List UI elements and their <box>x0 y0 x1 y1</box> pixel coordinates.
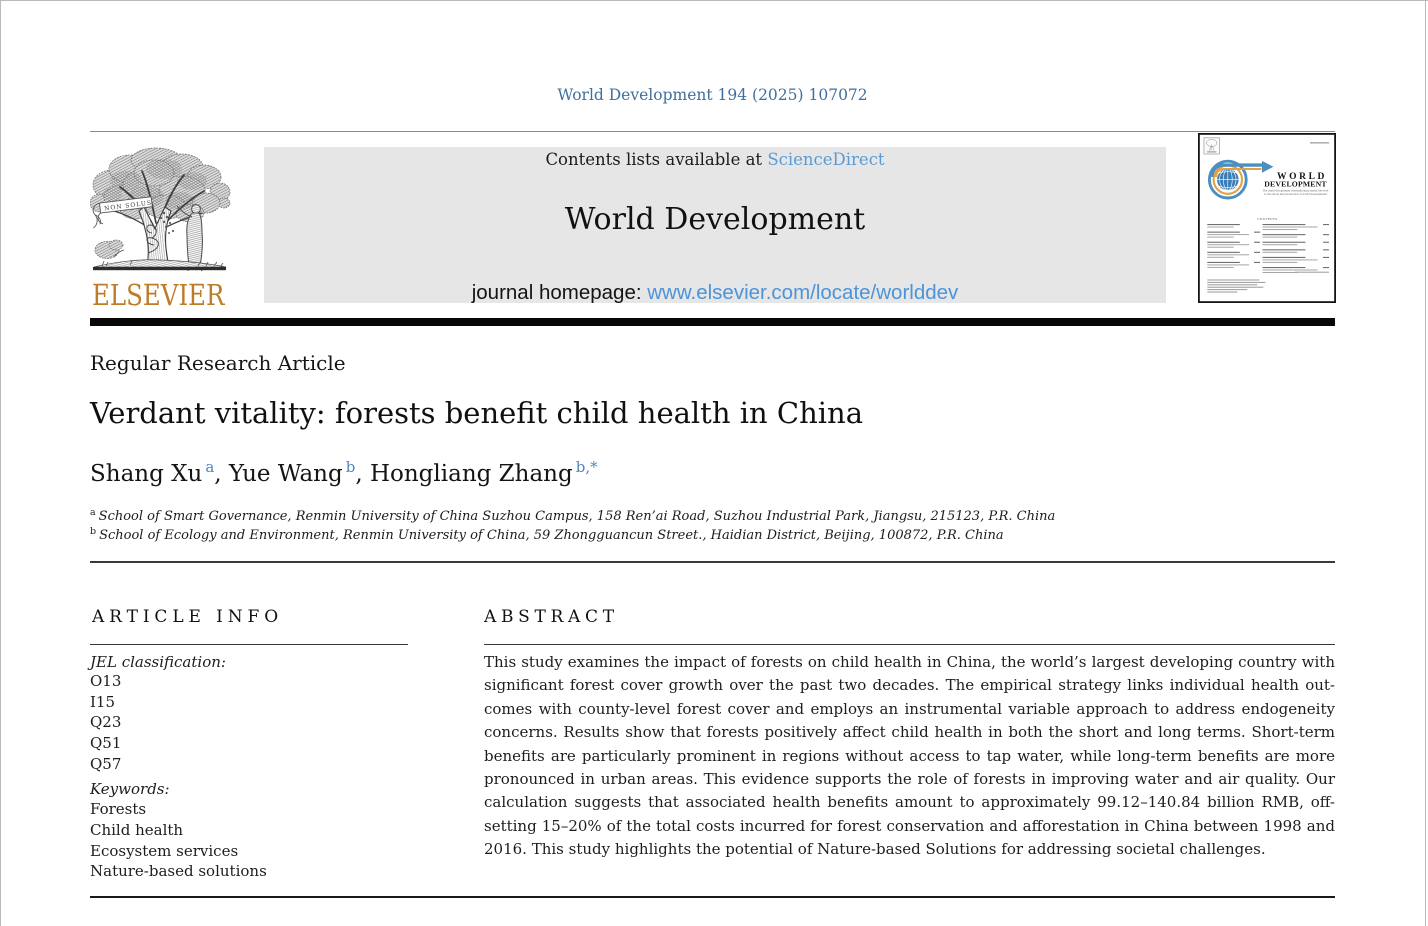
keyword: Nature-based solutions <box>90 862 267 881</box>
cover-contents-lines <box>1207 223 1329 292</box>
cover-tagline-line1: The multi-disciplinary international jou… <box>1263 189 1329 192</box>
abstract-line: significant forest cover growth over the… <box>484 676 1335 695</box>
footer-rule <box>90 896 1335 899</box>
cover-title-line2: DEVELOPMENT <box>1264 179 1327 188</box>
page-edge-right <box>1425 0 1426 926</box>
article-title: Verdant vitality: forests benefit child … <box>90 395 864 430</box>
journal-homepage-line: journal homepage: www.elsevier.com/locat… <box>264 281 1166 305</box>
contents-prefix: Contents lists available at <box>545 149 768 169</box>
jel-code: Q23 <box>90 713 122 732</box>
title-block-divider <box>90 561 1335 563</box>
journal-title[interactable]: World Development <box>564 201 866 237</box>
journal-cover-image: WORLD DEVELOPMENT The multi-disciplinary… <box>1197 132 1336 303</box>
author-name[interactable]: Shang Xu <box>90 461 203 487</box>
contents-lists-line: Contents lists available at ScienceDirec… <box>264 150 1166 170</box>
author-affiliation-superscript: a <box>205 457 215 476</box>
abstract-line: setting 15–20% of the total costs incurr… <box>484 816 1335 835</box>
jel-classification-label: JEL classification: <box>90 653 226 672</box>
abstract-line: comes with county-level forest cover and… <box>484 699 1335 718</box>
author-name[interactable]: Yue Wang <box>228 461 343 487</box>
abstract-line: concerns. Results show that forests posi… <box>484 723 1335 742</box>
author-name[interactable]: Hongliang Zhang <box>369 461 573 487</box>
elsevier-tree-icon: NON SOLUS ELSEVIER <box>89 147 231 313</box>
elsevier-logo[interactable]: NON SOLUS ELSEVIER <box>89 145 231 313</box>
keyword: Forests <box>90 800 147 819</box>
jel-code: I15 <box>90 692 116 711</box>
journal-reference[interactable]: World Development 194 (2025) 107072 <box>557 86 868 104</box>
jel-code: O13 <box>90 671 122 690</box>
abstract-line: This study examines the impact of forest… <box>484 653 1335 672</box>
cover-tagline-line2: to the study and promotion of world deve… <box>1264 193 1327 196</box>
affiliation-list: a School of Smart Governance, Renmin Univ… <box>90 507 1056 546</box>
abstract-heading: ABSTRACT <box>484 607 619 628</box>
abstract-text: This study examines the impact of forest… <box>484 651 1335 861</box>
journal-homepage-link[interactable]: www.elsevier.com/locate/worlddev <box>647 280 959 304</box>
affiliation-text: School of Ecology and Environment, Renmi… <box>99 527 1004 543</box>
author-list[interactable]: Shang Xu a, Yue Wang b, Hongliang Zhang b,* <box>90 457 598 491</box>
affiliation-superscript: b <box>90 526 97 538</box>
page-edge-left <box>0 0 1 926</box>
abstract-line: calculation suggests that associated hea… <box>484 793 1335 812</box>
jel-code-list: O13 I15 Q23 Q51 Q57 <box>90 671 430 775</box>
article-type: Regular Research Article <box>90 351 346 376</box>
abstract-line: benefits are particularly prominent in r… <box>484 746 1335 765</box>
masthead-divider <box>90 130 1335 132</box>
jel-code: Q51 <box>90 734 122 753</box>
keyword: Child health <box>90 820 184 839</box>
journal-header-box: Contents lists available at ScienceDirec… <box>264 147 1166 305</box>
cover-title-line1: WORLD <box>1277 172 1327 182</box>
article-info-rule <box>90 643 408 645</box>
affiliation-superscript: a <box>90 507 96 519</box>
journal-cover-thumbnail[interactable]: WORLD DEVELOPMENT The multi-disciplinary… <box>1197 132 1336 303</box>
author-affiliation-superscript: b,* <box>575 457 598 476</box>
affiliation-line: a School of Smart Governance, Renmin Univ… <box>90 507 1056 527</box>
sciencedirect-link[interactable]: ScienceDirect <box>767 149 885 169</box>
jel-code: Q57 <box>90 755 122 774</box>
cover-contents-heading: CONTENTS <box>1257 217 1277 221</box>
author-separator: , <box>355 461 370 487</box>
page-edge-top <box>0 0 1428 1</box>
keyword-list: Forests Child health Ecosystem services Nat… <box>90 799 430 882</box>
header-black-bar <box>90 318 1335 326</box>
article-info-heading: ARTICLE INFO <box>92 607 284 628</box>
abstract-line: pronounced in urban areas. This evidence… <box>484 769 1335 788</box>
abstract-line: 2016. This study highlights the potentia… <box>484 840 1266 859</box>
author-affiliation-superscript: b <box>345 457 356 476</box>
abstract-rule <box>484 643 1335 645</box>
elsevier-wordmark: ELSEVIER <box>92 279 225 307</box>
author-separator: , <box>214 461 229 487</box>
homepage-prefix: journal homepage: <box>471 280 648 304</box>
affiliation-line: b School of Ecology and Environment, Renm… <box>90 526 1055 546</box>
keywords-label: Keywords: <box>90 779 170 798</box>
affiliation-text: School of Smart Governance, Renmin Unive… <box>98 508 1056 524</box>
keyword: Ecosystem services <box>90 841 239 860</box>
